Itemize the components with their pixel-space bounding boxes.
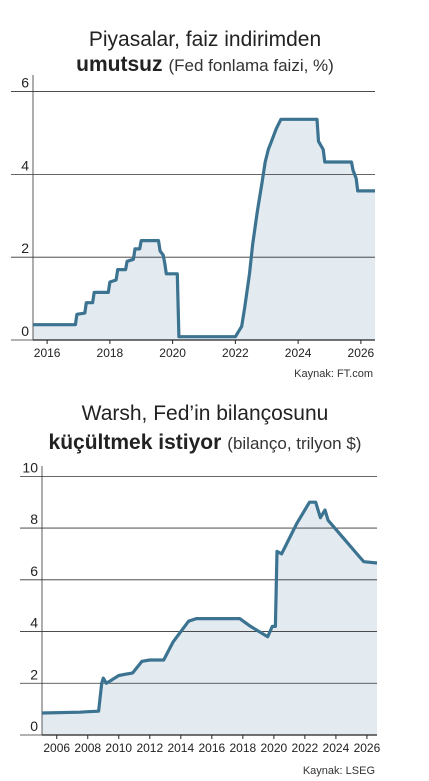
x-tick-label: 2014 xyxy=(167,741,194,755)
chart-title: küçültmek istiyor (bilanço, trilyon $) xyxy=(49,431,362,454)
chart-title: küçültmek istiyor xyxy=(49,431,222,454)
x-tick-label: 2018 xyxy=(97,346,124,360)
x-tick-label: 2020 xyxy=(261,741,288,755)
source: Kaynak: FT.com xyxy=(294,368,373,380)
x-tick-label: 2010 xyxy=(105,741,132,755)
x-tick-label: 2016 xyxy=(198,741,225,755)
source: Kaynak: LSEG xyxy=(303,765,375,777)
chart-subtitle: (bilanço, trilyon $) xyxy=(227,434,361,453)
x-tick-label: 2024 xyxy=(285,346,312,360)
x-tick-label: 2016 xyxy=(34,346,61,360)
y-tick-label: 4 xyxy=(21,157,29,173)
y-tick-label: 4 xyxy=(30,615,38,631)
x-tick-label: 2022 xyxy=(292,741,319,755)
x-tick-label: 2026 xyxy=(348,346,375,360)
x-tick-label: 2012 xyxy=(136,741,163,755)
x-tick-label: 2006 xyxy=(43,741,70,755)
chart-subtitle: (Fed fonlama faizi, %) xyxy=(168,56,333,75)
x-tick-label: 2018 xyxy=(229,741,256,755)
chart-title: Warsh, Fed’in bilançosunu xyxy=(82,402,329,425)
x-tick-label: 2020 xyxy=(159,346,186,360)
chart-title: umutsuz xyxy=(76,53,162,76)
chart-title: Piyasalar, faiz indirimden xyxy=(89,28,321,51)
x-tick-label: 2026 xyxy=(354,741,381,755)
x-tick-label: 2022 xyxy=(222,346,249,360)
y-tick-label: 6 xyxy=(21,75,29,91)
y-tick-label: 2 xyxy=(30,666,38,682)
y-tick-label: 0 xyxy=(30,718,38,734)
y-tick-label: 2 xyxy=(21,240,29,256)
y-tick-label: 10 xyxy=(22,459,38,475)
x-tick-label: 2008 xyxy=(74,741,101,755)
y-tick-label: 8 xyxy=(30,511,38,527)
x-tick-label: 2024 xyxy=(323,741,350,755)
y-tick-label: 6 xyxy=(30,563,38,579)
series-line xyxy=(41,500,378,715)
y-tick-label: 0 xyxy=(21,323,29,339)
series-line xyxy=(33,117,375,339)
chart-title: umutsuz (Fed fonlama faizi, %) xyxy=(76,53,334,76)
